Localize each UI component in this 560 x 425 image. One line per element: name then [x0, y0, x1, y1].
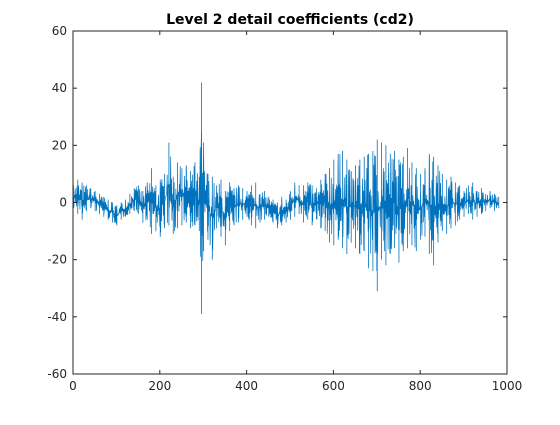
x-tick-label: 1000	[492, 379, 523, 393]
y-axis: -60 -40 -20 0 20 40 60	[47, 24, 507, 381]
series-layer	[73, 82, 500, 314]
x-tick-label: 600	[322, 379, 345, 393]
y-tick-label: 60	[52, 24, 67, 38]
y-tick-label: 20	[52, 138, 67, 152]
x-tick-label: 200	[148, 379, 171, 393]
x-tick-label: 400	[235, 379, 258, 393]
y-tick-label: 0	[59, 196, 67, 210]
y-tick-label: -60	[47, 367, 67, 381]
chart-title: Level 2 detail coefficients (cd2)	[166, 12, 414, 28]
y-tick-label: -40	[47, 310, 67, 324]
y-tick-label: 40	[52, 81, 67, 95]
y-tick-label: -20	[47, 253, 67, 267]
x-axis: 0 200 400 600 800 1000	[69, 31, 522, 393]
x-tick-label: 800	[409, 379, 432, 393]
series-line	[73, 131, 499, 272]
x-tick-label: 0	[69, 379, 77, 393]
